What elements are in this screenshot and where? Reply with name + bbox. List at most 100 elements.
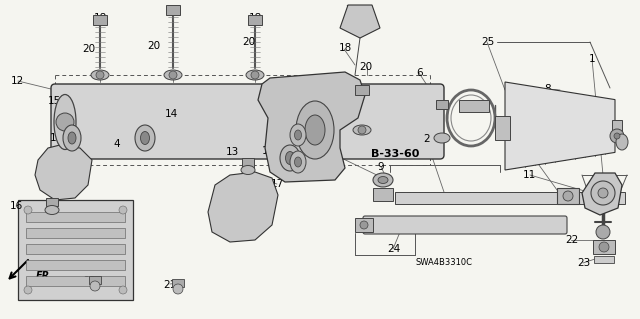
Text: 2: 2 bbox=[423, 134, 429, 144]
Ellipse shape bbox=[45, 205, 59, 214]
Text: 6: 6 bbox=[417, 68, 423, 78]
Text: 14: 14 bbox=[165, 109, 178, 119]
Text: 18: 18 bbox=[168, 7, 180, 17]
Text: 13: 13 bbox=[226, 147, 239, 158]
Text: 10: 10 bbox=[327, 149, 340, 159]
Bar bbox=[395, 192, 625, 204]
Ellipse shape bbox=[141, 131, 150, 145]
Text: 21: 21 bbox=[163, 279, 176, 290]
Ellipse shape bbox=[63, 125, 81, 151]
Text: 18: 18 bbox=[249, 12, 262, 23]
Circle shape bbox=[614, 133, 620, 139]
Ellipse shape bbox=[280, 145, 300, 171]
FancyBboxPatch shape bbox=[51, 84, 444, 159]
Circle shape bbox=[96, 71, 104, 79]
Text: 7: 7 bbox=[345, 4, 351, 15]
Ellipse shape bbox=[353, 125, 371, 135]
Ellipse shape bbox=[616, 134, 628, 150]
Text: B-33-60: B-33-60 bbox=[371, 149, 420, 159]
Text: 11: 11 bbox=[524, 170, 536, 180]
Bar bbox=[46, 198, 58, 206]
Polygon shape bbox=[505, 82, 615, 170]
Ellipse shape bbox=[378, 176, 388, 183]
Text: 16: 16 bbox=[10, 201, 22, 211]
Bar bbox=[459, 100, 489, 112]
Text: 4: 4 bbox=[114, 138, 120, 149]
Bar bbox=[26, 228, 125, 238]
Text: 12: 12 bbox=[12, 76, 24, 86]
Text: 19: 19 bbox=[520, 142, 532, 152]
Bar bbox=[436, 100, 448, 109]
Bar bbox=[248, 15, 262, 25]
Text: 20: 20 bbox=[242, 37, 255, 48]
Bar bbox=[89, 276, 101, 284]
Ellipse shape bbox=[290, 124, 306, 146]
Text: SWA4B3310C: SWA4B3310C bbox=[415, 258, 472, 267]
Bar bbox=[172, 279, 184, 287]
Ellipse shape bbox=[290, 151, 306, 173]
Text: 22: 22 bbox=[565, 235, 578, 245]
Text: 1: 1 bbox=[589, 54, 595, 64]
Ellipse shape bbox=[241, 166, 255, 174]
Ellipse shape bbox=[285, 152, 294, 165]
Circle shape bbox=[598, 188, 608, 198]
Text: 20: 20 bbox=[82, 44, 95, 55]
Text: 15: 15 bbox=[48, 96, 61, 107]
Text: 9: 9 bbox=[357, 222, 364, 232]
Bar bbox=[355, 85, 369, 95]
Circle shape bbox=[251, 71, 259, 79]
Bar bbox=[26, 276, 125, 286]
Polygon shape bbox=[35, 145, 92, 200]
Polygon shape bbox=[582, 173, 622, 215]
Ellipse shape bbox=[294, 157, 301, 167]
Circle shape bbox=[596, 225, 610, 239]
Text: 17: 17 bbox=[271, 179, 284, 189]
Circle shape bbox=[119, 286, 127, 294]
Text: 20: 20 bbox=[147, 41, 160, 51]
Ellipse shape bbox=[91, 70, 109, 80]
Text: 18: 18 bbox=[94, 12, 107, 23]
Polygon shape bbox=[208, 172, 278, 242]
Bar bbox=[355, 218, 373, 232]
Circle shape bbox=[610, 129, 624, 143]
Polygon shape bbox=[340, 5, 380, 38]
Bar bbox=[594, 256, 614, 263]
Circle shape bbox=[173, 284, 183, 294]
Bar bbox=[593, 240, 615, 254]
Bar bbox=[26, 260, 125, 270]
Bar bbox=[26, 244, 125, 254]
Circle shape bbox=[56, 113, 74, 131]
Circle shape bbox=[24, 286, 32, 294]
Ellipse shape bbox=[135, 125, 155, 151]
Text: 21: 21 bbox=[83, 276, 96, 286]
Text: 23: 23 bbox=[578, 258, 591, 268]
Ellipse shape bbox=[434, 133, 450, 143]
Bar bbox=[373, 188, 393, 201]
Text: FR.: FR. bbox=[36, 271, 54, 281]
Bar bbox=[26, 212, 125, 222]
Bar bbox=[18, 200, 133, 300]
Bar bbox=[612, 120, 622, 138]
Text: 3: 3 bbox=[605, 107, 611, 117]
Ellipse shape bbox=[164, 70, 182, 80]
Circle shape bbox=[24, 206, 32, 214]
Text: 18: 18 bbox=[339, 43, 351, 54]
Text: 17: 17 bbox=[50, 133, 63, 143]
Ellipse shape bbox=[296, 101, 334, 159]
Text: 8: 8 bbox=[544, 84, 550, 94]
Text: 5: 5 bbox=[232, 177, 239, 187]
Circle shape bbox=[360, 221, 368, 229]
Circle shape bbox=[90, 281, 100, 291]
Text: 9: 9 bbox=[378, 161, 384, 172]
Text: 24: 24 bbox=[387, 244, 400, 255]
Bar bbox=[242, 158, 254, 168]
Circle shape bbox=[169, 71, 177, 79]
Text: 25: 25 bbox=[481, 37, 494, 48]
Circle shape bbox=[119, 206, 127, 214]
Bar bbox=[495, 116, 510, 140]
Ellipse shape bbox=[373, 173, 393, 187]
FancyBboxPatch shape bbox=[363, 216, 567, 234]
Circle shape bbox=[591, 181, 615, 205]
Ellipse shape bbox=[246, 70, 264, 80]
Polygon shape bbox=[258, 72, 365, 182]
